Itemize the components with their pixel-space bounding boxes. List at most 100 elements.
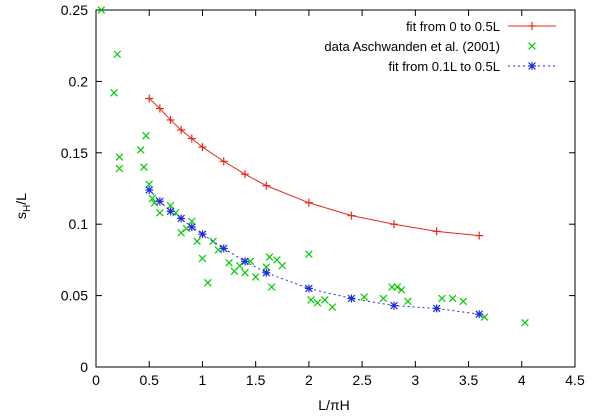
series-2-point bbox=[347, 294, 356, 303]
y-axis-ticks: 0 0.05 0.1 0.15 0.2 0.25 bbox=[61, 2, 575, 375]
series-1-point bbox=[97, 6, 106, 14]
x-tick-label: 1.5 bbox=[246, 372, 266, 388]
series-1-point bbox=[145, 180, 154, 189]
series-1-point bbox=[142, 131, 150, 140]
series-1-point bbox=[115, 164, 124, 173]
series-1-point-stroke-d2 bbox=[379, 294, 388, 303]
y-tick-label: 0.15 bbox=[61, 145, 88, 161]
series-2-point-stroke-d2 bbox=[219, 244, 228, 253]
series-1-point-stroke-d2 bbox=[115, 164, 124, 173]
series-1-point bbox=[360, 293, 369, 301]
series-1-point-stroke-d2 bbox=[448, 294, 457, 303]
series-1-point-stroke-d2 bbox=[438, 294, 446, 303]
series-1-point bbox=[265, 253, 274, 261]
series-2-point-stroke-d2 bbox=[475, 310, 484, 318]
series-1-point bbox=[182, 224, 191, 233]
series-1-point-stroke-d2 bbox=[115, 153, 124, 161]
series-1-point-stroke-d2 bbox=[145, 180, 154, 189]
x-axis-label: L/πH bbox=[318, 397, 349, 413]
series-1-point bbox=[328, 303, 337, 311]
series-1-point-stroke-d2 bbox=[113, 50, 122, 59]
series-1-point bbox=[379, 294, 388, 303]
series-0-point bbox=[187, 134, 196, 143]
series-1-point bbox=[305, 250, 313, 259]
series-1-point bbox=[404, 297, 412, 306]
series-2-point-stroke-d2 bbox=[390, 301, 398, 310]
y-axis-label-sub: H bbox=[22, 205, 33, 212]
series-1-point bbox=[113, 50, 122, 59]
series-1-point-stroke-d2 bbox=[321, 296, 329, 304]
series-1-point bbox=[148, 194, 157, 203]
series-1-point bbox=[166, 201, 175, 210]
series-1-point-stroke-d2 bbox=[110, 88, 118, 97]
series-1-point bbox=[278, 261, 287, 270]
legend-marker-stroke-1-d2 bbox=[528, 42, 536, 50]
series-1-point bbox=[203, 278, 212, 287]
series-1-point bbox=[262, 263, 271, 271]
x-tick-label: 1 bbox=[199, 372, 207, 388]
y-tick-label: 0.25 bbox=[61, 2, 88, 18]
series-1-point-stroke-d2 bbox=[305, 250, 313, 259]
series-1-point bbox=[187, 217, 196, 226]
series-0-point bbox=[219, 157, 228, 166]
series-2-point-stroke-d2 bbox=[198, 230, 207, 239]
series-1-point bbox=[459, 297, 468, 306]
series-2-point-stroke-d2 bbox=[177, 214, 185, 223]
series-1-point-stroke-d2 bbox=[251, 273, 260, 281]
series-1-point-stroke-d2 bbox=[404, 297, 412, 306]
y-tick-label: 0.05 bbox=[61, 288, 88, 304]
series-1-point bbox=[177, 228, 185, 237]
series-2-point bbox=[475, 310, 484, 319]
y-axis-label-tail: /L bbox=[13, 193, 29, 205]
series-2-point bbox=[432, 304, 441, 313]
series-0 bbox=[145, 94, 484, 240]
series-0-line bbox=[148, 98, 480, 237]
series-1-point-stroke-d2 bbox=[235, 261, 244, 270]
series-1-point bbox=[115, 153, 124, 161]
series-2-point-stroke-d2 bbox=[187, 223, 196, 231]
series-1-point-stroke-d2 bbox=[307, 296, 315, 304]
series-1-point bbox=[267, 283, 276, 291]
series-0-point bbox=[198, 143, 207, 152]
series-1-point bbox=[307, 296, 315, 304]
series-1-point-stroke-d2 bbox=[182, 224, 191, 233]
series-2-point bbox=[177, 214, 186, 223]
series-2-point-stroke-d2 bbox=[347, 294, 356, 303]
legend-sample-marker-0 bbox=[528, 22, 536, 30]
y-tick-label: 0.1 bbox=[69, 216, 89, 232]
series-1-point bbox=[110, 88, 118, 97]
series-2-point bbox=[262, 268, 271, 277]
series-0-point bbox=[241, 170, 250, 179]
series-2-point bbox=[155, 197, 164, 206]
y-tick-label: 0.2 bbox=[69, 73, 89, 89]
series-0-point bbox=[347, 211, 356, 220]
y-axis-label-main: s bbox=[13, 212, 29, 219]
series-1-point bbox=[209, 237, 217, 246]
series-1-point bbox=[193, 237, 201, 246]
series-1-point-stroke-d2 bbox=[140, 163, 148, 171]
series-2-point-stroke-d2 bbox=[166, 207, 175, 216]
series-0-point bbox=[390, 220, 399, 229]
series-0-point bbox=[155, 104, 164, 113]
series-1-point bbox=[251, 273, 260, 281]
series-1-point-stroke-d2 bbox=[136, 146, 145, 154]
series-1-point bbox=[241, 268, 249, 277]
series-1-point-stroke-d2 bbox=[480, 313, 489, 321]
series-1-point-stroke-d2 bbox=[265, 253, 274, 261]
series-0-point bbox=[177, 125, 186, 134]
series-2-point-stroke-d2 bbox=[432, 304, 441, 313]
legend: fit from 0 to 0.5L data Aschwanden et al.… bbox=[324, 19, 556, 74]
legend-label-1: data Aschwanden et al. (2001) bbox=[324, 39, 500, 54]
series-1-point-stroke-d2 bbox=[193, 237, 201, 246]
series-1-point bbox=[214, 246, 223, 254]
series-1-point bbox=[136, 146, 145, 154]
y-tick-label: 0 bbox=[80, 359, 88, 375]
series-1-point-stroke-d2 bbox=[148, 194, 157, 203]
series-2 bbox=[145, 185, 484, 319]
series-1-point-stroke-d2 bbox=[166, 201, 175, 210]
series-0-point bbox=[145, 94, 154, 103]
legend-label-0: fit from 0 to 0.5L bbox=[406, 19, 500, 34]
series-1 bbox=[97, 6, 529, 327]
series-1-point-stroke-d2 bbox=[187, 217, 196, 226]
